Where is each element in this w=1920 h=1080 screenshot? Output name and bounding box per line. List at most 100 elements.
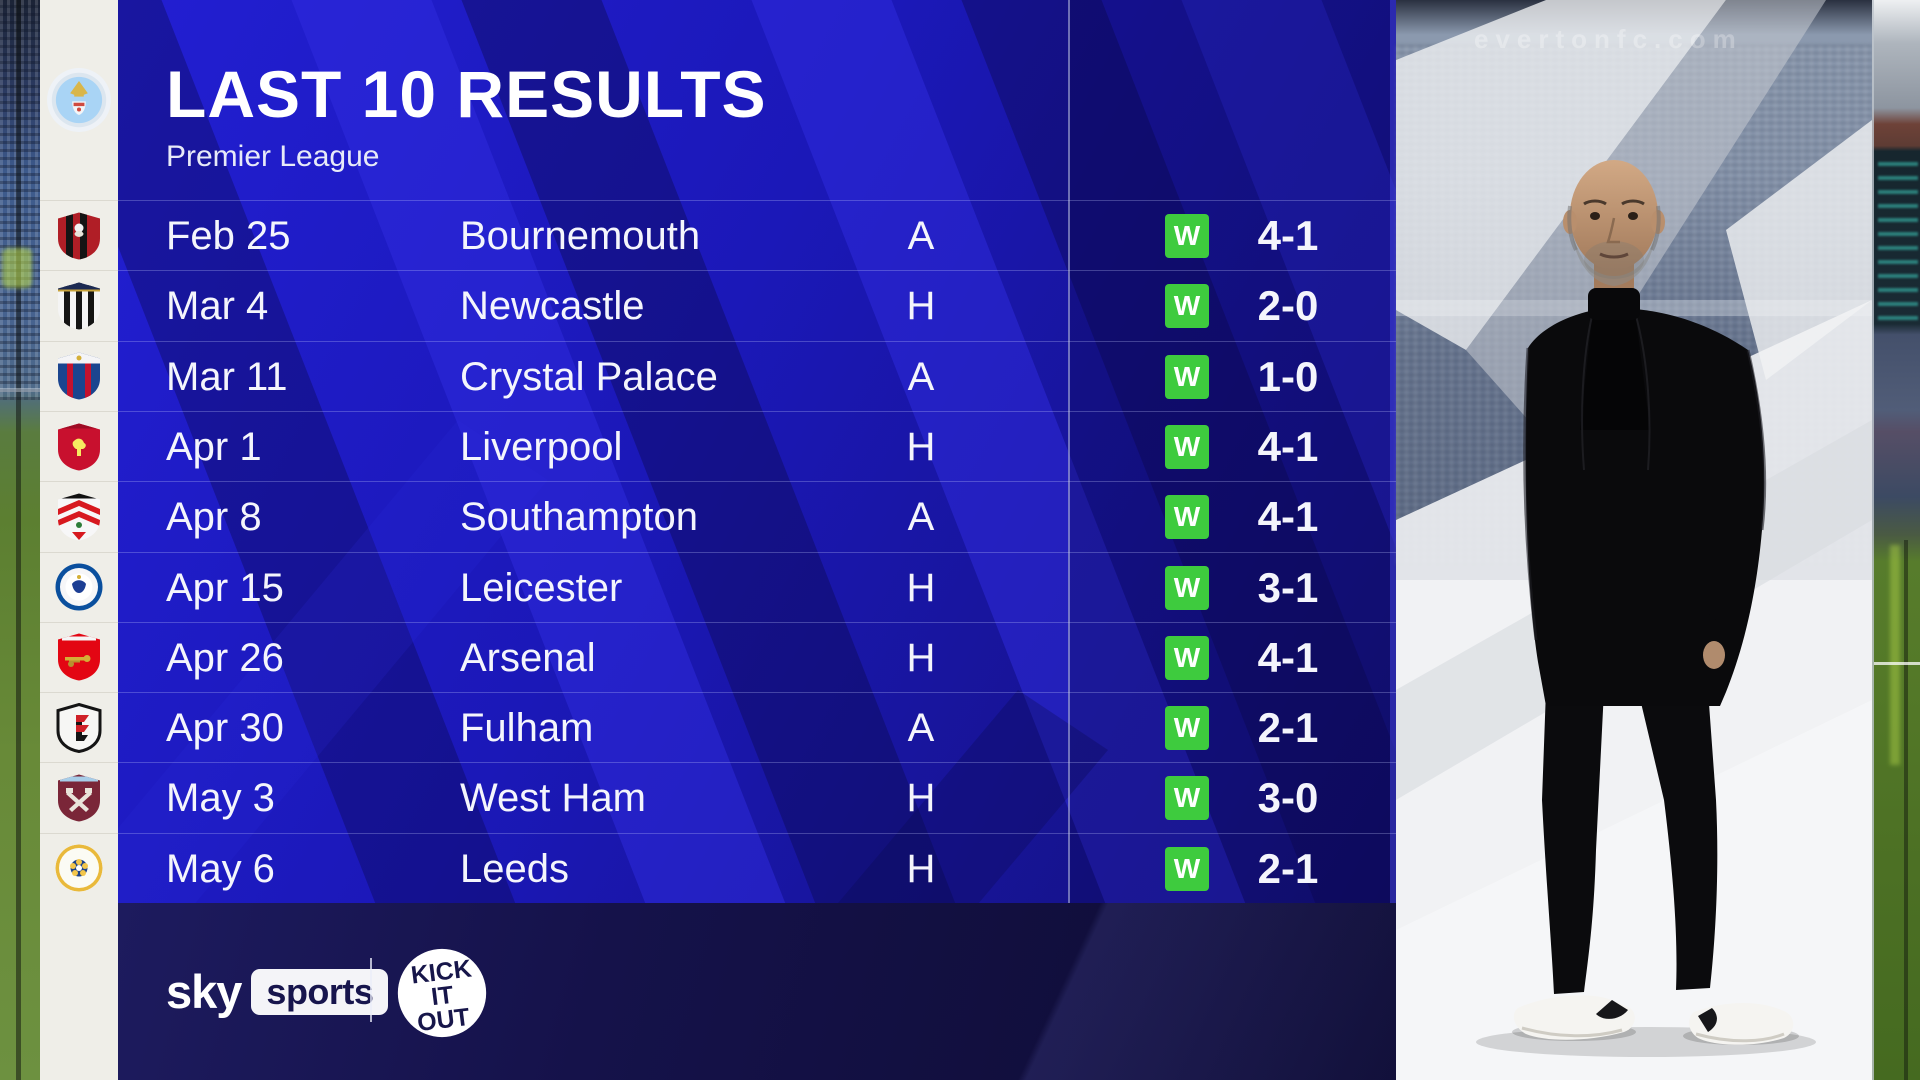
opponent-name: Newcastle [460, 284, 645, 329]
venue-indicator: H [906, 776, 936, 821]
crest-cell-newcastle [40, 270, 118, 340]
sky-sports-logo: sky sports [166, 964, 389, 1019]
outcome-badge: W [1165, 565, 1209, 610]
stadium-left-edge [0, 0, 40, 1080]
match-date: Apr 26 [166, 635, 284, 680]
svg-text:IT: IT [430, 982, 455, 1011]
match-score: 4-1 [1257, 493, 1319, 541]
result-row-5: Apr 8 Southampton A W 4-1 [118, 481, 1396, 552]
outcome-badge: W [1165, 776, 1209, 821]
match-score: 4-1 [1257, 212, 1319, 259]
score-column-divider [1068, 0, 1070, 905]
match-date: Mar 11 [166, 354, 288, 399]
crest-southampton [58, 493, 100, 541]
outcome-badge: W [1165, 424, 1209, 469]
result-row-7: Apr 26 Arsenal H W 4-1 [118, 621, 1396, 693]
crest-cell-leeds [40, 832, 118, 903]
outcome-badge: W [1165, 706, 1209, 751]
opponent-name: Liverpool [460, 424, 623, 469]
match-score: 2-1 [1257, 844, 1319, 892]
result-row-3: Mar 11 Crystal Palace A W 1-0 [118, 340, 1396, 412]
match-date: May 6 [166, 846, 275, 891]
crest-westham [58, 774, 100, 822]
outcome-badge: W [1165, 354, 1209, 399]
svg-text:OUT: OUT [416, 1004, 471, 1037]
outcome-badge: W [1165, 284, 1209, 329]
crest-newcastle [58, 282, 100, 330]
stats-panel: LAST 10 RESULTS Premier League Feb 25 Bou… [118, 0, 1396, 1080]
match-score: 2-1 [1257, 704, 1319, 752]
footer-diagonal-shade [638, 903, 1396, 1080]
crest-fulham [56, 702, 102, 753]
pitch-glow [1890, 545, 1900, 765]
portrait-panel: evertonfc.com [1396, 0, 1872, 1080]
match-date: Apr 1 [166, 424, 262, 469]
venue-indicator: H [906, 424, 936, 469]
page-title: LAST 10 RESULTS [166, 57, 767, 131]
crest-manchester-city [47, 68, 111, 132]
venue-indicator: H [906, 565, 936, 610]
result-row-4: Apr 1 Liverpool H W 4-1 [118, 410, 1396, 482]
crest-cell-leicester [40, 551, 118, 622]
goalpost-blur [16, 0, 21, 1080]
outcome-badge: W [1165, 495, 1209, 540]
venue-indicator: A [907, 495, 935, 540]
logo-separator [370, 958, 372, 1022]
stadium-right-edge [1872, 0, 1920, 1080]
result-row-10: May 6 Leeds H W 2-1 [118, 832, 1396, 904]
crest-cell-westham [40, 762, 118, 832]
opponent-name: Leicester [460, 565, 623, 610]
match-date: Apr 30 [166, 706, 284, 751]
result-row-9: May 3 West Ham H W 3-0 [118, 762, 1396, 833]
opponent-name: Bournemouth [460, 214, 701, 258]
pitch-line [1874, 662, 1920, 665]
opponent-name: West Ham [460, 776, 646, 821]
outcome-badge: W [1165, 635, 1209, 680]
goalpost-blur [1904, 540, 1908, 1080]
result-row-1: Feb 25 Bournemouth A W 4-1 [118, 200, 1396, 271]
result-row-2: Mar 4 Newcastle H W 2-0 [118, 270, 1396, 341]
opponent-name: Fulham [460, 706, 594, 751]
result-row-8: Apr 30 Fulham A W 2-1 [118, 692, 1396, 763]
outcome-badge: W [1165, 214, 1209, 258]
opponent-name: Arsenal [460, 635, 596, 680]
match-date: Mar 4 [166, 284, 269, 329]
crest-cell-arsenal [40, 621, 118, 692]
sky-logo-word: sky [166, 965, 242, 1018]
scoreboard-text-blur [1878, 160, 1918, 320]
opponent-name: Crystal Palace [460, 354, 718, 399]
footer-bar: sky sports KICK IT OUT [118, 903, 1396, 1080]
crest-palace [58, 352, 100, 400]
crest-leeds [55, 844, 103, 892]
kick-it-out-logo: KICK IT OUT [397, 948, 487, 1038]
pep-guardiola-portrait [1476, 160, 1816, 1057]
opponent-name: Southampton [460, 495, 698, 540]
crest-cell-fulham [40, 692, 118, 762]
crest-cell-southampton [40, 481, 118, 551]
match-score: 3-0 [1257, 774, 1319, 822]
team-crest-column [40, 0, 118, 1080]
venue-indicator: A [907, 706, 935, 751]
match-score: 2-0 [1257, 282, 1319, 330]
competition-subtitle: Premier League [166, 140, 380, 173]
venue-indicator: H [906, 635, 936, 680]
venue-indicator: A [907, 354, 935, 399]
match-score: 1-0 [1257, 352, 1319, 400]
match-date: May 3 [166, 776, 275, 821]
match-score: 4-1 [1257, 633, 1319, 681]
crest-cell-manchester-city [40, 0, 118, 200]
pitchside-flash [2, 248, 32, 288]
crest-liverpool [58, 423, 100, 471]
crest-cell-liverpool [40, 410, 118, 481]
match-score: 4-1 [1257, 422, 1319, 470]
crest-cell-palace [40, 340, 118, 411]
crest-cell-bournemouth [40, 200, 118, 270]
match-date: Apr 15 [166, 565, 284, 610]
venue-indicator: A [907, 214, 935, 258]
match-score: 3-1 [1257, 563, 1319, 611]
crest-arsenal [58, 633, 100, 681]
crest-bournemouth [58, 212, 100, 260]
opponent-name: Leeds [460, 846, 569, 891]
match-date: Feb 25 [166, 214, 291, 258]
